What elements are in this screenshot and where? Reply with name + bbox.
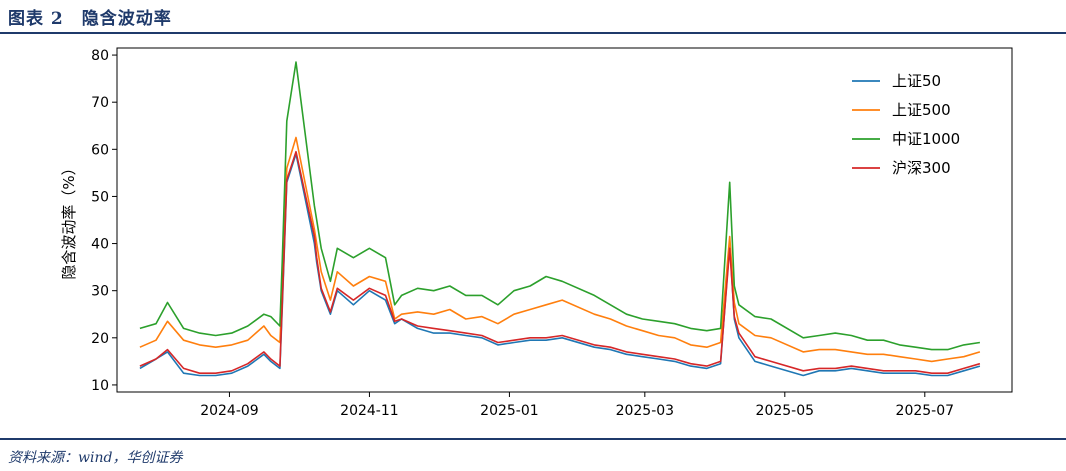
series-line (139, 61, 981, 351)
y-tick-label: 60 (91, 142, 109, 158)
legend-label: 上证500 (892, 101, 951, 119)
legend-label: 上证50 (892, 72, 941, 90)
footer-divider (0, 438, 1066, 440)
title-divider (0, 32, 1066, 34)
x-axis: 2024-09 2024-11 2025-01 2025-03 2025-05 2025-… (200, 392, 954, 419)
series-lines (139, 61, 981, 377)
y-tick-label: 80 (91, 48, 109, 64)
y-tick-label: 70 (91, 95, 109, 111)
source-note: 资料来源：wind，华创证券 (8, 450, 183, 466)
y-tick-label: 40 (91, 237, 109, 253)
x-tick-label: 2025-05 (756, 403, 815, 419)
series-line (139, 150, 981, 375)
legend: 上证50 上证500 中证1000 沪深300 (852, 72, 960, 177)
x-tick-label: 2024-11 (340, 403, 399, 419)
x-tick-label: 2025-01 (480, 403, 539, 419)
y-tick-label: 10 (91, 378, 109, 394)
x-tick-label: 2024-09 (200, 403, 259, 419)
y-tick-label: 30 (91, 284, 109, 300)
series-line (139, 136, 981, 363)
legend-label: 沪深300 (892, 159, 951, 177)
y-tick-label: 50 (91, 189, 109, 205)
x-tick-label: 2025-03 (616, 403, 675, 419)
y-axis: 10 20 30 40 50 60 70 80 (91, 48, 117, 394)
series-line (139, 153, 981, 377)
legend-label: 中证1000 (892, 130, 960, 148)
y-axis-label: 隐含波动率（%） (60, 160, 78, 279)
y-tick-label: 20 (91, 331, 109, 347)
x-tick-label: 2025-07 (896, 403, 955, 419)
plot-area (116, 47, 1013, 393)
plot-frame (116, 47, 1013, 393)
figure-title: 图表 2 隐含波动率 (8, 9, 172, 29)
